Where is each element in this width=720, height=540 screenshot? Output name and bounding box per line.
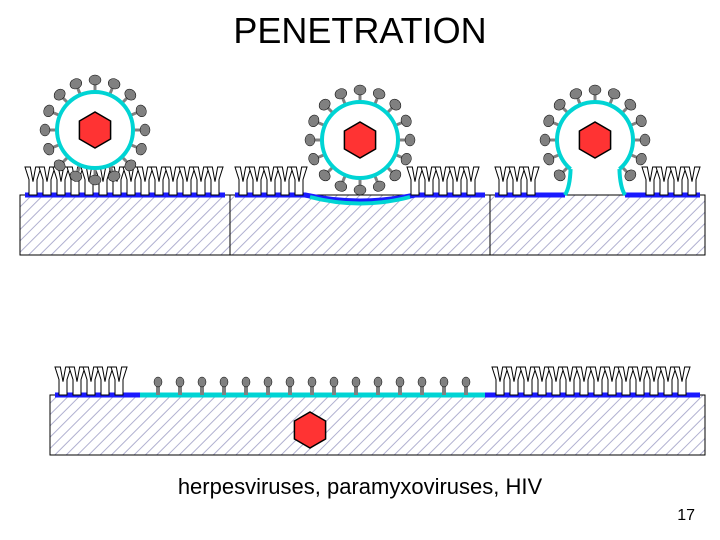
penetration-diagram [0, 0, 720, 540]
